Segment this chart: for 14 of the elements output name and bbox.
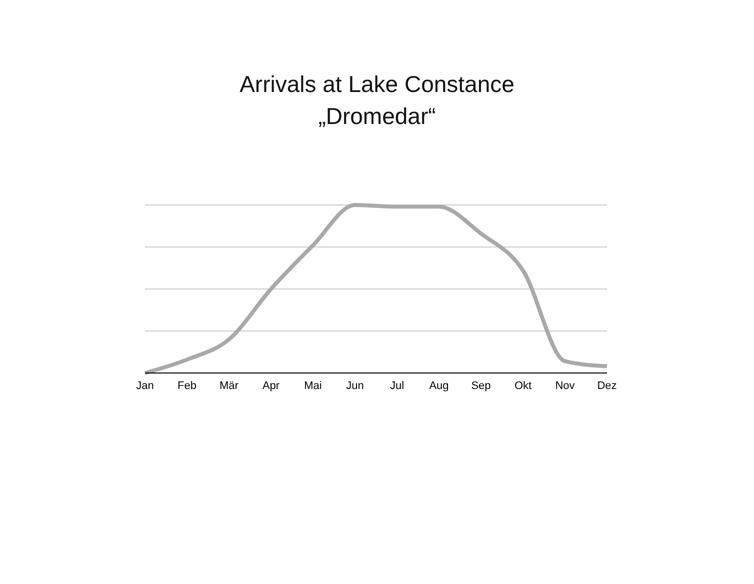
chart-subtitle: „Dromedar“ — [317, 102, 437, 131]
x-tick-label: Mai — [304, 380, 322, 392]
x-tick-label: Jul — [390, 380, 404, 392]
x-tick-label: Okt — [514, 380, 532, 392]
x-tick-label: Aug — [429, 380, 449, 392]
x-tick-label: Apr — [262, 380, 280, 392]
x-tick-label: Feb — [178, 380, 196, 392]
x-tick-label: Sep — [471, 380, 491, 392]
x-tick-label: Jan — [136, 380, 154, 392]
x-tick-label: Jun — [346, 380, 364, 392]
chart-title: Arrivals at Lake Constance — [238, 70, 516, 99]
x-tick-label: Nov — [555, 380, 576, 392]
x-tick-label: Dez — [597, 380, 617, 392]
x-tick-label: Mär — [220, 380, 239, 392]
